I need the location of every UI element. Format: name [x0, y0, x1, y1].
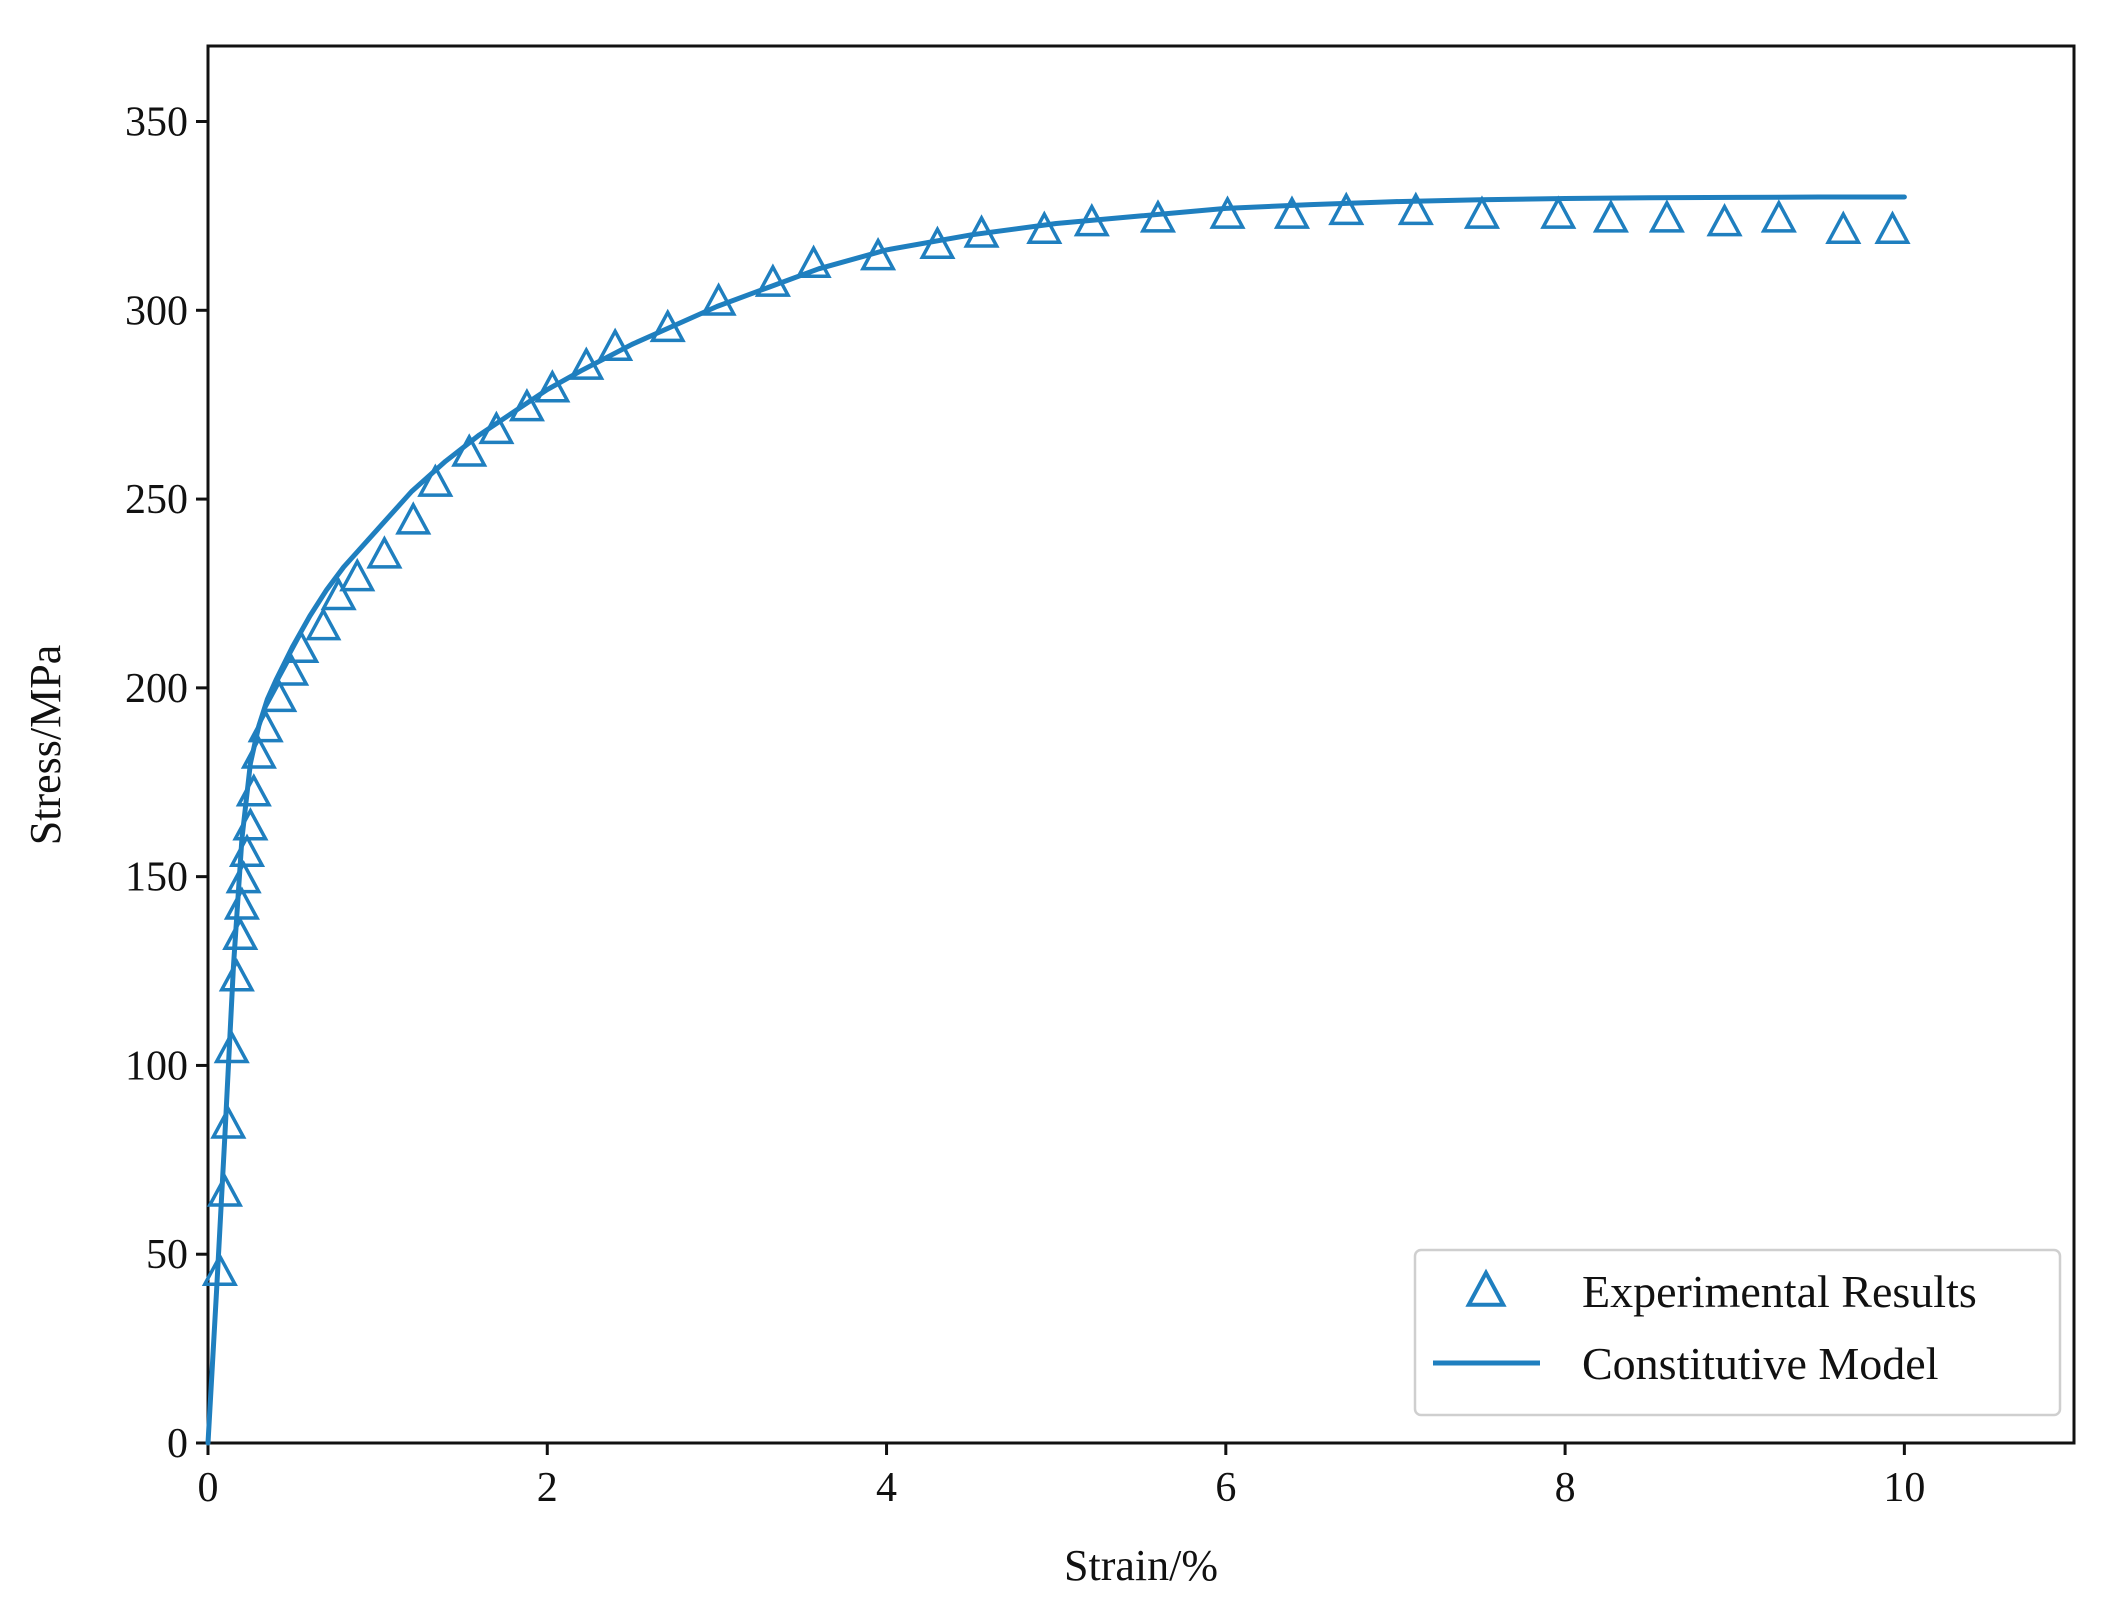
y-tick-label: 300: [125, 288, 188, 334]
plot-frame: [206, 44, 2076, 1445]
experimental-point: [232, 807, 269, 841]
y-tick-label: 200: [125, 666, 188, 712]
experimental-point: [1026, 210, 1063, 244]
y-axis-title: Stress/MPa: [21, 645, 70, 845]
experimental-point: [1592, 199, 1629, 233]
y-axis-ticks: 0 50 100 150 200 250 300 350: [125, 100, 208, 1467]
y-tick-label: 0: [167, 1421, 188, 1467]
experimental-point: [228, 833, 266, 867]
y-tick-label: 350: [125, 100, 188, 146]
experimental-point: [754, 263, 791, 297]
experimental-point: [1209, 195, 1246, 229]
experimental-point: [273, 652, 310, 686]
experimental-point: [339, 557, 376, 592]
y-tick-label: 250: [125, 477, 188, 523]
x-tick-label: 10: [1883, 1465, 1925, 1511]
experimental-point: [320, 576, 357, 611]
y-tick-label: 100: [125, 1043, 188, 1089]
experimental-point: [795, 244, 832, 278]
x-tick-label: 6: [1215, 1465, 1236, 1511]
experimental-point: [395, 501, 432, 535]
x-tick-label: 0: [198, 1465, 219, 1511]
experimental-point: [1397, 191, 1434, 226]
experimental-point: [860, 236, 897, 271]
experimental-point: [534, 369, 571, 403]
experimental-point: [919, 225, 956, 260]
experimental-point: [508, 387, 545, 422]
legend-label-model: Constitutive Model: [1582, 1338, 1939, 1389]
x-tick-label: 8: [1555, 1465, 1576, 1511]
experimental-point: [649, 308, 686, 343]
experimental-point: [478, 410, 515, 445]
experimental-point: [218, 958, 255, 992]
experimental-point: [210, 1105, 247, 1139]
experimental-point: [700, 282, 737, 316]
x-tick-label: 2: [537, 1465, 558, 1511]
experimental-point: [568, 346, 605, 380]
experimental-results-markers: [201, 191, 1911, 1287]
experimental-point: [1328, 191, 1365, 226]
legend: Experimental Results Constitutive Model: [1413, 1248, 2062, 1417]
experimental-point: [1706, 202, 1743, 237]
experimental-point: [1073, 202, 1110, 237]
x-tick-label: 4: [876, 1465, 897, 1511]
experimental-point: [222, 916, 259, 951]
experimental-point: [223, 886, 260, 920]
experimental-point: [451, 433, 488, 467]
legend-label-experimental: Experimental Results: [1582, 1266, 1977, 1317]
experimental-point: [1139, 199, 1177, 233]
experimental-point: [417, 463, 454, 497]
experimental-point: [366, 535, 403, 569]
experimental-point: [225, 859, 262, 894]
experimental-point: [213, 1029, 250, 1064]
experimental-point: [1648, 199, 1685, 233]
experimental-point: [1874, 210, 1911, 244]
x-axis-title: Strain/%: [1064, 1541, 1218, 1590]
experimental-point: [305, 606, 342, 641]
experimental-point: [1825, 210, 1862, 244]
y-tick-label: 50: [146, 1232, 188, 1278]
experimental-point: [261, 678, 298, 713]
experimental-point: [1273, 195, 1311, 229]
legend-box: [1413, 1248, 2062, 1417]
experimental-point: [963, 214, 1000, 248]
experimental-point: [1463, 195, 1501, 229]
experimental-point: [1760, 199, 1797, 233]
y-tick-label: 150: [125, 855, 188, 901]
experimental-point: [235, 773, 272, 807]
experimental-point: [247, 708, 284, 743]
experimental-point: [201, 1252, 238, 1287]
experimental-point: [283, 629, 320, 664]
experimental-point: [597, 327, 634, 362]
x-axis-ticks: 0 2 4 6 8 10: [198, 1443, 1925, 1511]
legend-triangle-marker: [1465, 1268, 1507, 1307]
experimental-point: [1540, 195, 1577, 229]
experimental-point: [206, 1173, 244, 1207]
experimental-point: [240, 735, 277, 769]
